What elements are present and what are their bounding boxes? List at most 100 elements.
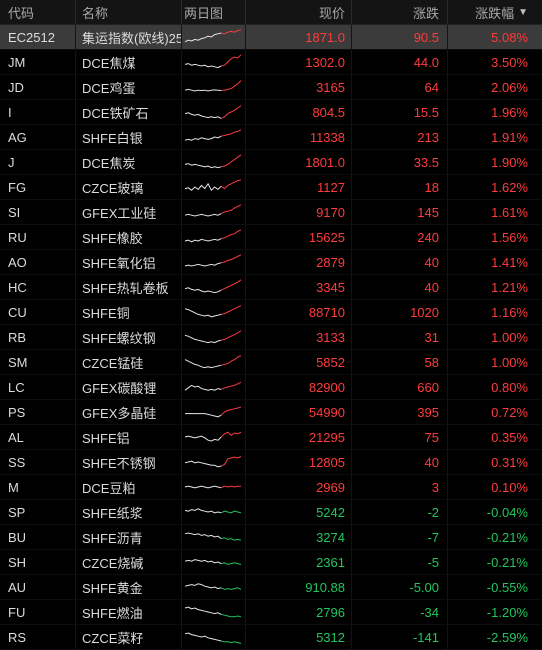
sparkline-chart (184, 54, 242, 69)
sparkline-prev-day (184, 334, 222, 344)
sparkline-chart (184, 606, 242, 618)
row-code: SS (0, 450, 76, 474)
row-name: SHFE沥青 (76, 525, 182, 549)
row-price: 3133 (246, 325, 352, 349)
header-pct[interactable]: 涨跌幅 ▼ (448, 0, 542, 24)
table-row[interactable]: FG CZCE玻璃 1127 18 1.62% (0, 175, 542, 200)
row-sparkline (182, 400, 246, 424)
header-price-label: 现价 (318, 5, 345, 21)
row-price: 5242 (246, 500, 352, 524)
row-change: 44.0 (352, 50, 448, 74)
row-change: 90.5 (352, 25, 448, 49)
sparkline-today (220, 179, 242, 190)
table-row[interactable]: AU SHFE黄金 910.88 -5.00 -0.55% (0, 575, 542, 600)
row-pct: 1.62% (491, 179, 528, 195)
row-change: 64 (352, 75, 448, 99)
row-code: JM (0, 50, 76, 74)
sparkline-today (221, 305, 242, 315)
sparkline-chart (184, 508, 242, 514)
table-row[interactable]: LC GFEX碳酸锂 82900 660 0.80% (0, 375, 542, 400)
row-name: CZCE烧碱 (76, 550, 182, 574)
table-row[interactable]: EC2512 集运指数(欧线)25 1871.0 90.5 5.08% (0, 25, 542, 50)
table-row[interactable]: AL SHFE铝 21295 75 0.35% (0, 425, 542, 450)
row-sparkline (182, 450, 246, 474)
row-change: 15.5 (352, 100, 448, 124)
row-pct: 0.35% (491, 429, 528, 445)
row-code: SM (0, 350, 76, 374)
table-row[interactable]: SM CZCE锰硅 5852 58 1.00% (0, 350, 542, 375)
sparkline-prev-day (184, 238, 222, 243)
table-row[interactable]: RB SHFE螺纹钢 3133 31 1.00% (0, 325, 542, 350)
sparkline-chart (184, 229, 242, 243)
sparkline-chart (184, 154, 242, 169)
row-change: 31 (352, 325, 448, 349)
row-pct: -2.59% (486, 629, 528, 645)
row-pct: 1.61% (491, 204, 528, 220)
sparkline-prev-day (184, 359, 222, 369)
row-code: FG (0, 175, 76, 199)
table-row[interactable]: AO SHFE氧化铝 2879 40 1.41% (0, 250, 542, 275)
table-row[interactable]: I DCE铁矿石 804.5 15.5 1.96% (0, 100, 542, 125)
row-sparkline (182, 550, 246, 574)
table-row[interactable]: SI GFEX工业硅 9170 145 1.61% (0, 200, 542, 225)
row-price: 21295 (246, 425, 352, 449)
row-pct: 0.80% (491, 379, 528, 395)
row-pct: 1.21% (491, 279, 528, 295)
header-change[interactable]: 涨跌 (352, 0, 448, 24)
header-name-label: 名称 (82, 5, 109, 21)
row-price: 2969 (246, 475, 352, 499)
table-row[interactable]: JM DCE焦煤 1302.0 44.0 3.50% (0, 50, 542, 75)
sparkline-prev-day (184, 182, 222, 192)
row-change: -5 (352, 550, 448, 574)
row-code: EC2512 (0, 25, 76, 49)
sparkline-prev-day (184, 63, 222, 69)
row-pct: 5.08% (491, 29, 528, 45)
table-row[interactable]: SS SHFE不锈钢 12805 40 0.31% (0, 450, 542, 475)
table-row[interactable]: FU SHFE燃油 2796 -34 -1.20% (0, 600, 542, 625)
row-sparkline (182, 300, 246, 324)
table-row[interactable]: SP SHFE纸浆 5242 -2 -0.04% (0, 500, 542, 525)
row-name: GFEX工业硅 (76, 200, 182, 224)
row-pct: 1.96% (491, 104, 528, 120)
row-price: 910.88 (246, 575, 352, 599)
sparkline-chart (184, 381, 242, 391)
row-price: 54990 (246, 400, 352, 424)
row-code: I (0, 100, 76, 124)
row-change: 145 (352, 200, 448, 224)
header-price[interactable]: 现价 (246, 0, 352, 24)
sparkline-today (220, 406, 242, 416)
row-name: SHFE白银 (76, 125, 182, 149)
sparkline-prev-day (184, 559, 222, 565)
row-change: 58 (352, 350, 448, 374)
row-change: -5.00 (352, 575, 448, 599)
sparkline-prev-day (184, 384, 222, 391)
table-row[interactable]: PS GFEX多晶硅 54990 395 0.72% (0, 400, 542, 425)
row-change: 1020 (352, 300, 448, 324)
table-row[interactable]: CU SHFE铜 88710 1020 1.16% (0, 300, 542, 325)
header-pct-label: 涨跌幅 (475, 5, 515, 21)
row-sparkline (182, 175, 246, 199)
row-sparkline (182, 25, 246, 49)
table-row[interactable]: M DCE豆粕 2969 3 0.10% (0, 475, 542, 500)
header-spark[interactable]: 两日图 (182, 0, 246, 24)
sparkline-prev-day (184, 583, 222, 590)
sparkline-chart (184, 204, 242, 217)
sort-desc-icon[interactable]: ▼ (518, 6, 528, 18)
table-row[interactable]: SH CZCE烧碱 2361 -5 -0.21% (0, 550, 542, 575)
sparkline-today (221, 455, 242, 467)
sparkline-prev-day (184, 287, 222, 294)
row-name: SHFE铝 (76, 425, 182, 449)
table-row[interactable]: AG SHFE白银 11338 213 1.91% (0, 125, 542, 150)
sparkline-today (221, 562, 242, 565)
header-code[interactable]: 代码 (0, 0, 76, 24)
sparkline-today (221, 330, 242, 341)
table-row[interactable]: RU SHFE橡胶 15625 240 1.56% (0, 225, 542, 250)
table-row[interactable]: RS CZCE菜籽 5312 -141 -2.59% (0, 625, 542, 650)
table-row[interactable]: HC SHFE热轧卷板 3345 40 1.21% (0, 275, 542, 300)
table-row[interactable]: BU SHFE沥青 3274 -7 -0.21% (0, 525, 542, 550)
header-name[interactable]: 名称 (76, 0, 182, 24)
table-row[interactable]: JD DCE鸡蛋 3165 64 2.06% (0, 75, 542, 100)
sparkline-chart (184, 355, 242, 369)
table-row[interactable]: J DCE焦炭 1801.0 33.5 1.90% (0, 150, 542, 175)
row-price: 2796 (246, 600, 352, 624)
